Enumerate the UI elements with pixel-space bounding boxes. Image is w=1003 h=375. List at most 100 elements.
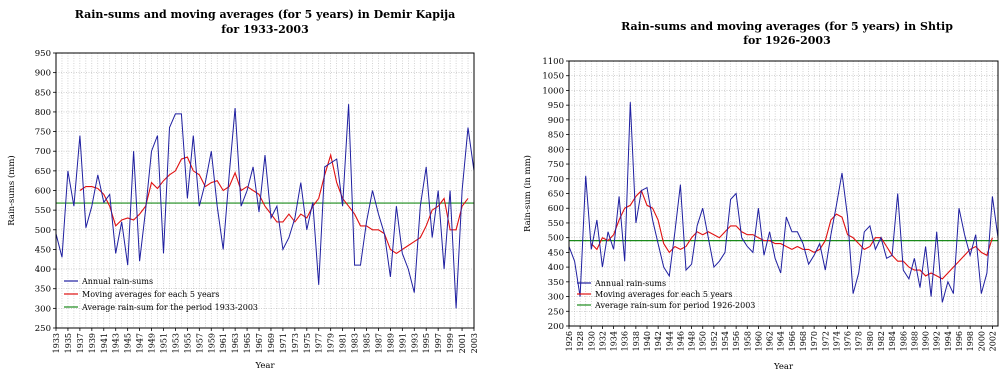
- y-tick-label: 500: [548, 234, 564, 244]
- x-tick-label: 1959: [207, 333, 216, 353]
- x-tick-label: 2000: [977, 331, 986, 351]
- x-tick-label: 1932: [598, 331, 607, 351]
- y-tick-label: 450: [548, 248, 564, 258]
- x-tick-label: 1937: [76, 333, 85, 353]
- y-tick-label: 350: [35, 285, 51, 295]
- y-tick-label: 250: [548, 307, 564, 317]
- chart-title: Rain-sums and moving averages (for 5 yea…: [621, 20, 953, 33]
- x-tick-label: 1992: [933, 331, 942, 351]
- x-tick-label: 1974: [832, 331, 841, 351]
- x-tick-label: 2003: [470, 333, 479, 353]
- y-tick-label: 900: [548, 116, 564, 126]
- y-tick-label: 800: [35, 108, 51, 118]
- x-tick-label: 1990: [922, 331, 931, 351]
- x-tick-label: 1962: [766, 331, 775, 351]
- x-tick-label: 1964: [777, 331, 786, 351]
- y-tick-label: 900: [35, 69, 51, 79]
- x-tick-label: 1977: [315, 333, 324, 353]
- y-tick-label: 650: [35, 167, 51, 177]
- y-tick-label: 850: [35, 88, 51, 98]
- x-axis-label: Year: [254, 361, 275, 371]
- x-tick-label: 1942: [654, 331, 663, 351]
- y-tick-label: 750: [548, 160, 564, 170]
- x-tick-label: 1981: [339, 333, 348, 353]
- x-tick-label: 1951: [159, 333, 168, 353]
- series-annual-line: [55, 104, 475, 309]
- x-tick-label: 1978: [855, 331, 864, 351]
- series-annual-line: [568, 102, 999, 303]
- x-tick-label: 1958: [743, 331, 752, 351]
- y-tick-label: 400: [548, 263, 564, 273]
- x-tick-label: 1999: [446, 333, 455, 353]
- y-tick-label: 850: [548, 131, 564, 141]
- x-tick-label: 1955: [183, 333, 192, 353]
- y-tick-label: 300: [548, 293, 564, 303]
- y-tick-label: 700: [548, 175, 564, 185]
- x-tick-label: 1941: [100, 333, 109, 353]
- x-tick-label: 1968: [799, 331, 808, 351]
- y-tick-label: 650: [548, 190, 564, 200]
- x-tick-label: 1976: [844, 331, 853, 351]
- x-tick-label: 1944: [665, 331, 674, 351]
- x-tick-label: 1970: [810, 331, 819, 351]
- chart-subtitle: for 1926-2003: [743, 34, 831, 47]
- y-tick-label: 250: [35, 324, 51, 334]
- legend-moving-average-label: Moving averages for each 5 years: [595, 290, 732, 299]
- plot-frame: [55, 52, 475, 329]
- x-tick-label: 1960: [754, 331, 763, 351]
- x-tick-label: 1957: [195, 333, 204, 353]
- x-tick-label: 1980: [866, 331, 875, 351]
- y-tick-label: 550: [35, 206, 51, 216]
- x-tick-label: 1933: [52, 333, 61, 353]
- x-tick-label: 1975: [303, 333, 312, 353]
- x-tick-label: 1938: [632, 331, 641, 351]
- legend: Annual rain-sums Moving averages for each…: [64, 277, 258, 312]
- y-tick-label: 700: [35, 147, 51, 157]
- x-tick-label: 1973: [291, 333, 300, 353]
- y-tick-label: 400: [35, 265, 51, 275]
- chart-title: Rain-sums and moving averages (for 5 yea…: [75, 8, 456, 21]
- y-tick-label: 550: [548, 219, 564, 229]
- y-tick-label: 350: [548, 278, 564, 288]
- plot-frame: [568, 60, 999, 327]
- x-tick-label: 1928: [576, 331, 585, 351]
- x-tick-label: 1965: [243, 333, 252, 353]
- x-tick-label: 1953: [171, 333, 180, 353]
- legend: Annual rain-sums Moving averages for each…: [577, 279, 755, 310]
- x-tick-label: 1936: [621, 331, 630, 351]
- x-tick-label: 1993: [410, 333, 419, 353]
- y-tick-label: 600: [548, 204, 564, 214]
- y-tick-label: 500: [35, 226, 51, 236]
- x-tick-label: 1961: [219, 333, 228, 353]
- x-axis-label: Year: [773, 362, 794, 371]
- series-moving-average-line: [79, 152, 469, 255]
- x-tick-label: 1991: [398, 333, 407, 353]
- x-tick-label: 1967: [255, 333, 264, 353]
- x-tick-label: 1994: [944, 331, 953, 351]
- x-tick-label: 1985: [363, 333, 372, 353]
- y-tick-label: 950: [548, 101, 564, 111]
- x-tick-label: 1939: [88, 333, 97, 353]
- x-tick-label: 1996: [955, 331, 964, 351]
- chart-shtip: Rain-sums and moving averages (for 5 yea…: [522, 20, 999, 372]
- x-tick-label: 1935: [64, 333, 73, 353]
- x-tick-label: 1986: [899, 331, 908, 351]
- legend-annual-label: Annual rain-sums: [594, 279, 666, 288]
- x-tick-label: 1948: [688, 331, 697, 351]
- x-tick-label: 1963: [231, 333, 240, 353]
- legend-annual-label: Annual rain-sums: [81, 277, 153, 286]
- y-axis-label: Rain-sum (in mm): [522, 155, 533, 232]
- x-tick-label: 1966: [788, 331, 797, 351]
- x-tick-label: 1943: [112, 333, 121, 353]
- x-tick-label: 1946: [676, 331, 685, 351]
- x-tick-label: 1930: [587, 331, 596, 351]
- x-tick-label: 1979: [327, 333, 336, 353]
- x-tick-label: 1998: [966, 331, 975, 351]
- x-tick-label: 1987: [374, 333, 383, 353]
- series-moving-average-line: [590, 189, 993, 280]
- x-tick-label: 1972: [821, 331, 830, 351]
- x-tick-label: 1952: [710, 331, 719, 351]
- y-tick-label: 1100: [542, 57, 564, 67]
